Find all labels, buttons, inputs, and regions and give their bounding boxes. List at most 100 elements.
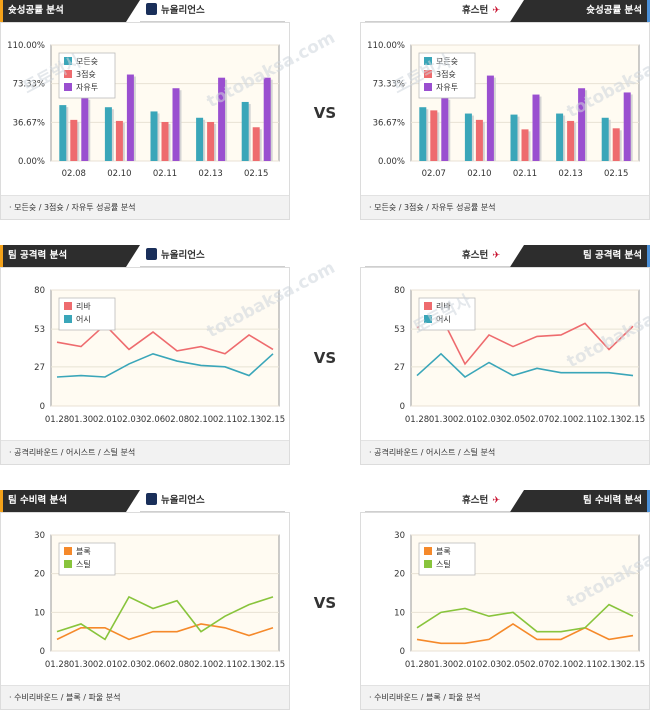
bar — [623, 92, 631, 161]
section-title: 팀 수비력 분석 — [8, 495, 68, 506]
x-tick-label: 02.10 — [189, 660, 213, 670]
bar — [172, 88, 180, 161]
y-tick-label: 110.00% — [7, 41, 45, 51]
section-title-left: 슛성공률 분석 — [0, 0, 140, 22]
pelicans-logo-icon — [146, 493, 157, 505]
section-title-left: 팀 공격력 분석 — [0, 245, 140, 267]
legend-label: 3점슛 — [76, 69, 96, 79]
x-tick-label: 02.07 — [525, 415, 549, 425]
chart-footer: · 수비리바운드 / 블록 / 파울 분석 — [1, 685, 289, 709]
y-tick-label: 73.33% — [373, 80, 405, 90]
legend-swatch — [64, 83, 72, 91]
chart-panel-right: 110.00% 73.33% 36.67% 0.00% 02.07 02.10 02.11 0… — [360, 22, 650, 220]
x-tick-label: 02.07 — [525, 660, 549, 670]
legend-label: 3점슛 — [436, 69, 456, 79]
x-tick-label: 02.13 — [597, 415, 621, 425]
offense-section: 팀 공격력 분석 뉴올리언스 0 27 53 80 01.28 01.30 02.01 02.… — [0, 245, 650, 480]
x-tick-label: 02.07 — [422, 169, 446, 179]
x-tick-label: 02.03 — [117, 660, 141, 670]
series-line — [416, 352, 634, 379]
x-tick-label: 02.01 — [93, 660, 117, 670]
bar — [419, 107, 427, 161]
x-tick-label: 02.03 — [117, 415, 141, 425]
chart-panel-right: 0 27 53 80 01.28 01.30 02.01 02.03 02.05 02.07 02.… — [360, 267, 650, 465]
y-tick-label: 0 — [40, 647, 45, 657]
y-tick-label: 30 — [34, 531, 45, 541]
legend-swatch — [64, 560, 72, 568]
series-line — [416, 315, 634, 366]
x-tick-label: 02.15 — [261, 660, 285, 670]
legend-label: 자유투 — [76, 83, 98, 92]
x-tick-label: 02.05 — [501, 660, 525, 670]
legend-swatch — [64, 70, 72, 78]
x-tick-label: 02.11 — [513, 169, 537, 179]
pelicans-logo-icon — [146, 248, 157, 260]
chart-panel-left: 0 27 53 80 01.28 01.30 02.01 02.03 02.06 02.08 02.… — [0, 267, 290, 465]
team-right: 휴스턴 ✈ — [462, 250, 501, 261]
legend-label: 어시 — [76, 314, 91, 324]
legend-label: 블록 — [436, 546, 451, 556]
bar — [521, 129, 529, 161]
section-title: 슛성공률 분석 — [586, 5, 642, 16]
legend-swatch — [424, 57, 432, 65]
x-tick-label: 02.08 — [62, 169, 86, 179]
y-tick-label: 27 — [394, 363, 405, 373]
x-tick-label: 02.01 — [453, 660, 477, 670]
x-tick-label: 02.11 — [213, 415, 237, 425]
x-tick-label: 01.28 — [45, 660, 69, 670]
y-tick-label: 53 — [394, 325, 405, 335]
legend-label: 어시 — [436, 314, 451, 324]
section-title-left: 팀 수비력 분석 — [0, 490, 140, 512]
bar — [263, 77, 271, 161]
bar — [81, 97, 89, 161]
x-tick-label: 02.13 — [237, 660, 261, 670]
x-tick-label: 02.01 — [93, 415, 117, 425]
legend-swatch — [424, 302, 432, 310]
legend-swatch — [424, 83, 432, 91]
x-tick-label: 01.30 — [69, 660, 93, 670]
bar — [59, 105, 67, 161]
legend-label: 블록 — [76, 546, 91, 556]
team-left: 뉴올리언스 — [146, 493, 205, 509]
chart-footer: · 공격리바운드 / 어시스트 / 스틸 분석 — [361, 440, 649, 464]
x-tick-label: 02.10 — [467, 169, 491, 179]
x-tick-label: 02.15 — [604, 169, 628, 179]
x-tick-label: 01.28 — [45, 415, 69, 425]
x-tick-label: 02.03 — [477, 660, 501, 670]
x-tick-label: 02.10 — [107, 169, 131, 179]
y-tick-label: 80 — [394, 286, 405, 296]
x-tick-label: 02.11 — [153, 169, 177, 179]
series-line — [416, 622, 634, 645]
legend-box — [418, 542, 476, 576]
chart-footer: · 수비리바운드 / 블록 / 파울 분석 — [361, 685, 649, 709]
x-tick-label: 02.06 — [141, 660, 165, 670]
y-tick-label: 36.67% — [373, 118, 405, 128]
y-tick-label: 36.67% — [13, 118, 45, 128]
y-tick-label: 53 — [34, 325, 45, 335]
legend-label: 스틸 — [76, 559, 91, 569]
legend-swatch — [64, 302, 72, 310]
section-title-right: 슛성공률 분석 — [510, 0, 650, 22]
bar — [612, 128, 620, 161]
bar — [207, 121, 215, 161]
section-title-right: 팀 공격력 분석 — [510, 245, 650, 267]
bar — [241, 101, 249, 161]
x-tick-label: 02.13 — [237, 415, 261, 425]
bar — [115, 120, 123, 161]
chart-panel-left: 0 10 20 30 01.28 01.30 02.01 02.03 02.06 02.08 02.… — [0, 512, 290, 710]
legend-swatch — [64, 57, 72, 65]
y-tick-label: 0.00% — [18, 157, 45, 167]
bar — [441, 97, 449, 161]
y-tick-label: 80 — [34, 286, 45, 296]
y-tick-label: 10 — [394, 608, 405, 618]
x-tick-label: 02.13 — [558, 169, 582, 179]
y-tick-label: 110.00% — [367, 41, 405, 51]
vs-label: VS — [313, 104, 337, 122]
bar — [161, 121, 169, 161]
shooting-chart-right: 110.00% 73.33% 36.67% 0.00% 02.07 02.10 02.11 0… — [367, 41, 640, 179]
series-line — [56, 323, 274, 355]
bar — [532, 94, 540, 161]
y-tick-label: 0 — [400, 647, 405, 657]
x-tick-label: 02.15 — [621, 415, 645, 425]
